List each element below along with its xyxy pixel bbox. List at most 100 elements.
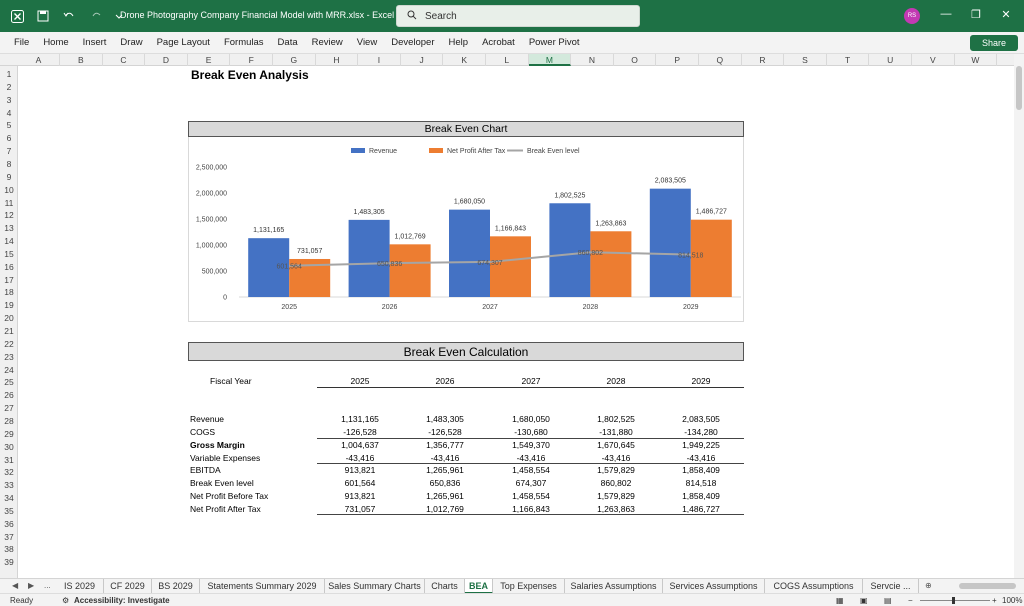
sheet-tab-cogs-assumptions[interactable]: COGS Assumptions [765, 579, 863, 594]
menu-view[interactable]: View [356, 37, 378, 48]
menu-formulas[interactable]: Formulas [223, 37, 264, 48]
scrollbar-thumb[interactable] [1016, 66, 1022, 110]
row-header-15[interactable]: 15 [4, 248, 14, 259]
row-header-33[interactable]: 33 [4, 480, 14, 491]
zoom-out-icon[interactable]: − [908, 596, 913, 605]
normal-view-icon[interactable]: ▦ [836, 596, 844, 605]
zoom-slider[interactable] [920, 600, 990, 601]
menu-data[interactable]: Data [277, 37, 298, 48]
row-header-12[interactable]: 12 [4, 210, 14, 221]
restore-icon[interactable]: ❐ [971, 9, 981, 21]
column-header-m[interactable]: M [528, 54, 572, 66]
menu-developer[interactable]: Developer [391, 37, 435, 48]
vertical-scrollbar[interactable] [1014, 54, 1024, 578]
row-header-31[interactable]: 31 [4, 454, 14, 465]
column-header-c[interactable]: C [103, 54, 146, 66]
row-header-28[interactable]: 28 [4, 415, 14, 426]
tab-more[interactable]: ... [44, 581, 51, 590]
add-sheet-icon[interactable]: ⊕ [925, 581, 932, 590]
column-header-v[interactable]: V [912, 54, 955, 66]
column-header-d[interactable]: D [145, 54, 188, 66]
tab-next-icon[interactable]: ▶ [28, 581, 35, 590]
avatar[interactable]: RS [904, 8, 920, 24]
row-header-13[interactable]: 13 [4, 223, 14, 234]
menu-home[interactable]: Home [43, 37, 69, 48]
column-header-t[interactable]: T [827, 54, 870, 66]
menu-acrobat[interactable]: Acrobat [482, 37, 515, 48]
quick-access-dropdown-icon[interactable] [112, 9, 126, 23]
zoom-level[interactable]: 100% [1002, 596, 1023, 605]
menu-review[interactable]: Review [311, 37, 343, 48]
zoom-in-icon[interactable]: + [992, 596, 997, 605]
sheet-tab-servcie[interactable]: Servcie ... [863, 579, 919, 594]
row-header-7[interactable]: 7 [6, 146, 12, 157]
row-header-5[interactable]: 5 [6, 120, 12, 131]
sheet-tab-top-expenses[interactable]: Top Expenses [493, 579, 565, 594]
break-even-chart[interactable]: Revenue Net Profit After Tax Break Even le… [188, 137, 744, 322]
column-header-k[interactable]: K [443, 54, 486, 66]
close-icon[interactable]: ✕ [1001, 9, 1011, 21]
worksheet-grid[interactable]: Break Even Analysis Break Even Chart Rev… [18, 66, 1014, 578]
row-header-24[interactable]: 24 [4, 364, 14, 375]
column-header-e[interactable]: E [188, 54, 231, 66]
row-header-23[interactable]: 23 [4, 351, 14, 362]
column-header-f[interactable]: F [230, 54, 273, 66]
minimize-icon[interactable]: — [940, 8, 952, 20]
row-header-4[interactable]: 4 [6, 107, 12, 118]
sheet-tab-is-2029[interactable]: IS 2029 [56, 579, 104, 594]
page-layout-view-icon[interactable]: ▣ [860, 596, 868, 605]
menu-draw[interactable]: Draw [120, 37, 143, 48]
row-header-30[interactable]: 30 [4, 441, 14, 452]
menu-file[interactable]: File [14, 37, 30, 48]
row-header-32[interactable]: 32 [4, 467, 14, 478]
sheet-tab-salaries-assumptions[interactable]: Salaries Assumptions [565, 579, 663, 594]
menu-help[interactable]: Help [448, 37, 469, 48]
sheet-tab-charts[interactable]: Charts [425, 579, 465, 594]
row-header-21[interactable]: 21 [4, 326, 14, 336]
redo-icon[interactable] [90, 9, 104, 23]
menu-page-layout[interactable]: Page Layout [156, 37, 210, 48]
row-header-26[interactable]: 26 [4, 390, 14, 401]
column-header-j[interactable]: J [401, 54, 444, 66]
row-header-8[interactable]: 8 [6, 158, 12, 169]
column-header-o[interactable]: O [614, 54, 657, 66]
column-header-r[interactable]: R [742, 54, 785, 66]
sheet-tab-bs-2029[interactable]: BS 2029 [152, 579, 200, 594]
column-header-u[interactable]: U [869, 54, 912, 66]
row-header-16[interactable]: 16 [4, 261, 14, 272]
page-break-view-icon[interactable]: ▤ [884, 596, 892, 605]
column-header-i[interactable]: I [358, 54, 401, 66]
column-header-q[interactable]: Q [699, 54, 742, 66]
sheet-tab-bea[interactable]: BEA [465, 579, 493, 594]
row-header-11[interactable]: 11 [4, 197, 14, 208]
row-header-20[interactable]: 20 [4, 313, 14, 324]
search-box[interactable]: Search [396, 5, 640, 27]
row-header-2[interactable]: 2 [6, 81, 12, 92]
sheet-tab-cf-2029[interactable]: CF 2029 [104, 579, 152, 594]
row-header-39[interactable]: 39 [4, 557, 14, 568]
row-header-37[interactable]: 37 [4, 531, 14, 542]
row-header-14[interactable]: 14 [4, 236, 14, 247]
save-icon[interactable] [36, 9, 50, 23]
accessibility-status[interactable]: Accessibility: Investigate [74, 596, 170, 605]
column-header-l[interactable]: L [486, 54, 529, 66]
row-header-27[interactable]: 27 [4, 403, 14, 414]
sheet-tab-sales-summary-charts[interactable]: Sales Summary Charts [325, 579, 425, 594]
horizontal-scrollbar[interactable] [959, 583, 1016, 589]
row-header-18[interactable]: 18 [4, 287, 14, 298]
column-header-a[interactable]: A [18, 54, 60, 66]
row-header-22[interactable]: 22 [4, 338, 14, 349]
row-header-6[interactable]: 6 [6, 133, 12, 144]
undo-icon[interactable] [62, 9, 76, 23]
zoom-slider-thumb[interactable] [952, 597, 955, 604]
row-header-36[interactable]: 36 [4, 518, 14, 529]
row-header-1[interactable]: 1 [6, 69, 12, 79]
row-header-19[interactable]: 19 [4, 300, 14, 311]
row-header-25[interactable]: 25 [4, 377, 14, 388]
row-header-34[interactable]: 34 [4, 493, 14, 504]
column-header-h[interactable]: H [316, 54, 359, 66]
column-header-g[interactable]: G [273, 54, 316, 66]
row-header-9[interactable]: 9 [6, 171, 12, 182]
column-header-p[interactable]: P [656, 54, 699, 66]
row-header-29[interactable]: 29 [4, 428, 14, 439]
